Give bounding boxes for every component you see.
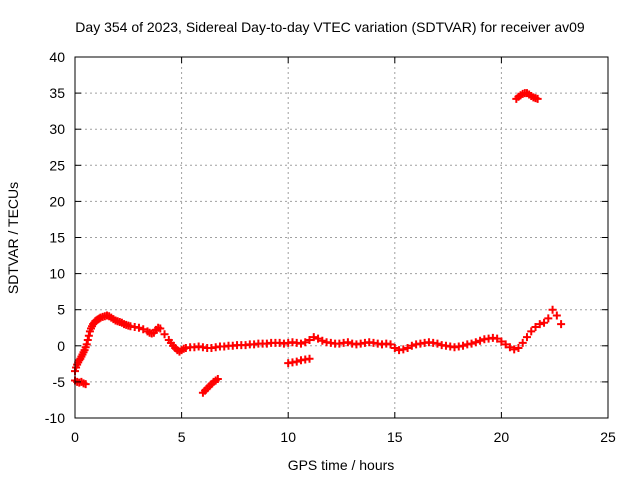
data-point [82,340,91,349]
y-tick-label: 5 [57,302,65,318]
series-group [512,89,542,103]
data-point [156,324,165,333]
data-point [518,338,527,347]
y-tick-label: 10 [49,266,65,282]
data-point [433,339,442,348]
data-point [510,345,519,354]
data-point [343,338,352,347]
data-point [493,334,502,343]
data-points [71,89,566,397]
y-tick-label: 40 [49,49,65,65]
data-point [531,323,540,332]
x-tick-label: 10 [280,429,296,445]
data-point [557,320,566,329]
data-point [309,333,318,342]
data-point [514,343,523,352]
data-point [305,336,314,345]
data-point [505,343,514,352]
data-point [467,339,476,348]
data-point [548,305,557,314]
x-tick-label: 20 [494,429,510,445]
y-tick-label: 15 [49,230,65,246]
data-point [84,331,93,340]
data-point [390,343,399,352]
data-point [459,341,468,350]
data-point [535,320,544,329]
data-point [134,323,143,332]
series-group [71,354,314,397]
data-point [471,338,480,347]
y-tick-label: -10 [45,410,65,426]
data-point [522,333,531,342]
data-point [314,334,323,343]
data-point [399,345,408,354]
series-group [71,305,566,376]
x-tick-label: 25 [600,429,616,445]
data-point [292,357,301,366]
x-tick-label: 15 [387,429,403,445]
data-point [213,375,222,384]
data-point [296,339,305,348]
data-point [533,94,542,103]
x-tick-label: 5 [178,429,186,445]
y-tick-label: 20 [49,193,65,209]
y-tick-label: 25 [49,157,65,173]
x-axis-label: GPS time / hours [288,457,395,473]
data-point [305,354,314,363]
data-point [497,337,506,346]
data-point [301,338,310,347]
data-point [501,340,510,349]
data-point [540,318,549,327]
data-point [386,340,395,349]
data-point [318,336,327,345]
grid-lines [75,57,608,418]
y-tick-label: 30 [49,121,65,137]
data-point [544,314,553,323]
axis-ticks [74,56,609,419]
data-point [403,343,412,352]
data-point [139,325,148,334]
y-tick-label: -5 [53,374,66,390]
x-tick-labels: 0 5 10 15 20 25 [71,429,616,445]
y-tick-labels: -10 -5 0 5 10 15 20 25 30 35 40 [45,49,65,426]
data-point [476,336,485,345]
y-tick-label: 0 [57,338,65,354]
data-point [552,311,561,320]
data-point [81,380,90,389]
data-point [527,327,536,336]
y-axis-label: SDTVAR / TECUs [5,182,21,294]
chart-title: Day 354 of 2023, Sidereal Day-to-day VTE… [75,19,585,35]
x-tick-label: 0 [71,429,79,445]
data-point [407,341,416,350]
data-point [83,336,92,345]
data-point [160,330,169,339]
y-tick-label: 35 [49,85,65,101]
